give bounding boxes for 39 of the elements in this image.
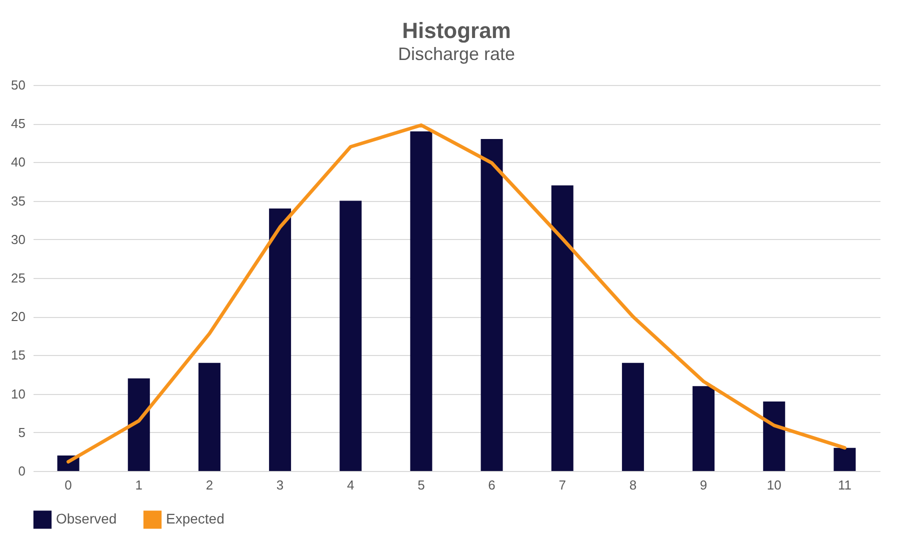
x-tick-label: 11 xyxy=(838,478,852,492)
bar xyxy=(198,362,220,471)
y-tick-label: 25 xyxy=(11,270,26,286)
legend-label: Expected xyxy=(166,510,224,527)
x-tick-label: 10 xyxy=(766,478,782,492)
y-tick-label: 10 xyxy=(11,386,26,402)
bar xyxy=(269,208,292,471)
y-tick-label: 35 xyxy=(11,193,26,208)
x-tick-label: 8 xyxy=(629,478,637,492)
x-tick-label: 3 xyxy=(276,478,284,492)
x-tick-label: 4 xyxy=(347,478,354,492)
bar xyxy=(340,200,362,471)
y-tick-label: 20 xyxy=(11,309,26,324)
y-tick-label: 5 xyxy=(18,424,26,440)
bar xyxy=(834,448,856,471)
x-tick-label: 2 xyxy=(206,478,214,492)
x-tick-label: 0 xyxy=(64,478,72,492)
bar xyxy=(763,402,786,471)
chart-title: Histogram xyxy=(402,18,511,43)
line-series xyxy=(66,123,846,464)
x-tick-label: 9 xyxy=(700,478,708,492)
legend-label: Observed xyxy=(56,510,117,527)
bar xyxy=(480,139,503,471)
bar xyxy=(692,386,715,471)
x-tick-label: 1 xyxy=(135,478,142,492)
x-tick-label: 5 xyxy=(418,478,425,492)
bar xyxy=(410,131,432,471)
y-tick-label: 50 xyxy=(11,78,26,92)
y-tick-label: 30 xyxy=(11,232,26,247)
bar xyxy=(128,378,150,471)
y-tick-label: 45 xyxy=(11,116,26,132)
y-tick-label: 40 xyxy=(11,154,26,170)
bar xyxy=(622,362,644,471)
y-tick-label: 0 xyxy=(18,464,26,478)
y-tick-label: 15 xyxy=(11,348,26,363)
bar xyxy=(551,185,574,471)
chart-subtitle: Discharge rate xyxy=(398,44,516,64)
x-tick-label: 7 xyxy=(558,478,566,492)
x-tick-label: 6 xyxy=(488,478,496,492)
